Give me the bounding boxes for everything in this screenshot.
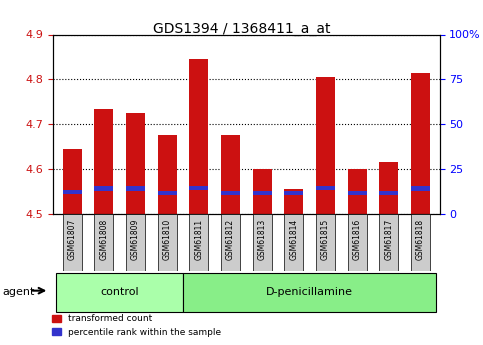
Bar — [348, 169, 367, 214]
Text: GSM61815: GSM61815 — [321, 218, 330, 260]
Bar — [189, 59, 208, 214]
FancyBboxPatch shape — [94, 214, 114, 271]
Text: GSM61817: GSM61817 — [384, 218, 393, 260]
Bar — [348, 190, 367, 195]
Bar — [126, 113, 145, 214]
Text: agent: agent — [2, 287, 35, 296]
Text: D-penicillamine: D-penicillamine — [266, 287, 353, 297]
Legend: transformed count, percentile rank within the sample: transformed count, percentile rank withi… — [48, 311, 225, 341]
Bar — [253, 190, 271, 195]
FancyBboxPatch shape — [63, 214, 82, 271]
Bar — [221, 190, 240, 195]
FancyBboxPatch shape — [284, 214, 303, 271]
Text: GSM61811: GSM61811 — [194, 218, 203, 259]
FancyBboxPatch shape — [126, 214, 145, 271]
FancyBboxPatch shape — [348, 214, 367, 271]
Bar — [379, 162, 398, 214]
Text: GSM61818: GSM61818 — [416, 218, 425, 259]
Bar — [157, 190, 177, 195]
Text: GSM61807: GSM61807 — [68, 218, 77, 260]
Text: GSM61812: GSM61812 — [226, 218, 235, 259]
Text: GDS1394 / 1368411_a_at: GDS1394 / 1368411_a_at — [153, 22, 330, 37]
Bar — [221, 136, 240, 214]
Text: GSM61809: GSM61809 — [131, 218, 140, 260]
Text: GSM61810: GSM61810 — [163, 218, 171, 260]
FancyBboxPatch shape — [157, 214, 177, 271]
FancyBboxPatch shape — [253, 214, 271, 271]
Text: GSM61813: GSM61813 — [257, 218, 267, 260]
Bar — [253, 169, 271, 214]
Bar — [284, 190, 303, 195]
Bar — [316, 77, 335, 214]
Text: GSM61808: GSM61808 — [99, 218, 108, 260]
Bar — [284, 189, 303, 214]
FancyBboxPatch shape — [183, 273, 436, 312]
Bar — [63, 190, 82, 194]
Text: control: control — [100, 287, 139, 297]
Bar — [316, 186, 335, 190]
Bar — [157, 136, 177, 214]
Bar — [379, 190, 398, 195]
Bar — [63, 149, 82, 214]
Bar — [189, 186, 208, 190]
Text: GSM61814: GSM61814 — [289, 218, 298, 260]
Bar — [126, 186, 145, 190]
Bar — [94, 186, 114, 190]
Bar — [411, 73, 430, 214]
Text: GSM61816: GSM61816 — [353, 218, 362, 260]
FancyBboxPatch shape — [221, 214, 240, 271]
FancyBboxPatch shape — [189, 214, 208, 271]
FancyBboxPatch shape — [316, 214, 335, 271]
FancyBboxPatch shape — [379, 214, 398, 271]
Bar — [411, 186, 430, 190]
FancyBboxPatch shape — [57, 273, 183, 312]
Bar — [94, 109, 114, 214]
FancyBboxPatch shape — [411, 214, 430, 271]
